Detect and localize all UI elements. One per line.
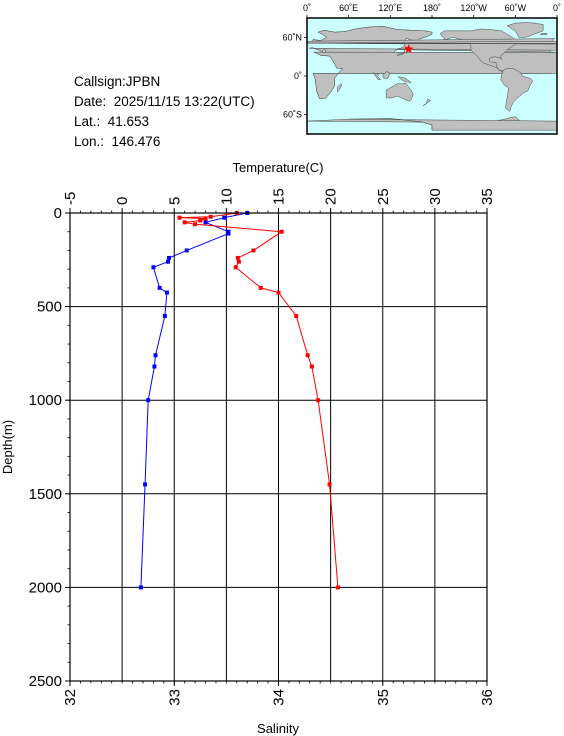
salinity-data-point xyxy=(236,259,241,264)
salinity-data-point xyxy=(258,285,263,290)
landmass-iceland xyxy=(539,33,548,36)
salinity-data-point xyxy=(233,265,238,270)
salinity-data-point xyxy=(276,290,281,295)
salinity-tick-label: 32 xyxy=(62,689,79,706)
temperature-data-point xyxy=(162,313,167,318)
salinity-tick-label: 36 xyxy=(479,689,496,706)
temperature-tick-label: 5 xyxy=(166,197,183,205)
map-longitude-label: 0˚ xyxy=(553,3,561,13)
landmass-sumatra xyxy=(372,72,382,81)
temperature-data-point xyxy=(167,255,172,260)
salinity-data-point xyxy=(235,255,240,260)
temperature-data-point xyxy=(157,285,162,290)
depth-tick-label: 2500 xyxy=(29,673,62,690)
temperature-data-point xyxy=(184,248,189,253)
depth-tick-label: 1500 xyxy=(29,486,62,503)
depth-tick-label: 1000 xyxy=(29,392,62,409)
salinity-axis-label: Salinity xyxy=(257,721,299,736)
landmass-new-guinea xyxy=(397,76,413,83)
salinity-data-point xyxy=(251,248,256,253)
salinity-data-point xyxy=(327,482,332,487)
landmass-japan xyxy=(396,46,409,57)
depth-tick-label: 500 xyxy=(37,299,62,316)
chart-grid xyxy=(70,213,487,681)
map-longitude-label: 180˚ xyxy=(423,3,441,13)
salinity-data-point xyxy=(182,220,187,225)
map-latitude-label: 60˚S xyxy=(283,110,302,120)
temperature-data-point xyxy=(226,231,231,236)
temperature-tick-label: 20 xyxy=(323,188,340,205)
landmass-australia xyxy=(385,82,414,102)
landmass-antarctica xyxy=(348,118,557,131)
callsign-text: Callsign:JPBN xyxy=(74,74,161,89)
salinity-data-point xyxy=(294,313,299,318)
temperature-tick-label: 15 xyxy=(271,188,288,205)
temperature-tick-label: 0 xyxy=(114,197,131,205)
salinity-data-point xyxy=(193,222,198,227)
date-text: Date: 2025/11/15 13:22(UTC) xyxy=(74,94,255,109)
salinity-data-point xyxy=(203,216,208,221)
station-info: Callsign:JPBN Date: 2025/11/15 13:22(UTC… xyxy=(74,72,255,152)
temperature-data-point xyxy=(151,265,156,270)
temperature-tick-label: 10 xyxy=(218,188,235,205)
temperature-data-point xyxy=(203,220,208,225)
salinity-data-point xyxy=(309,364,314,369)
landmass-south-america xyxy=(500,68,534,112)
temperature-tick-label: 30 xyxy=(427,188,444,205)
station-marker-icon xyxy=(403,44,414,54)
depth-axis-label: Depth(m) xyxy=(0,420,15,474)
temperature-tick-label: 35 xyxy=(479,188,496,205)
landmass-madagascar xyxy=(337,83,342,93)
salinity-data-point xyxy=(305,353,310,358)
temperature-data-point xyxy=(164,290,169,295)
map-longitude-label: 120˚E xyxy=(378,3,402,13)
salinity-data-point xyxy=(177,215,182,220)
temperature-data-point xyxy=(143,482,148,487)
chart-series xyxy=(138,211,340,590)
salinity-data-point xyxy=(198,218,203,223)
depth-tick-label: 0 xyxy=(54,205,62,222)
temperature-tick-label: -5 xyxy=(62,192,79,205)
map-longitude-label: 60˚W xyxy=(505,3,527,13)
salinity-tick-label: 35 xyxy=(375,689,392,706)
landmass-uk xyxy=(307,40,557,44)
landmass-borneo xyxy=(382,71,390,79)
salinity-data-point xyxy=(316,398,321,403)
map-longitude-label: 120˚W xyxy=(460,3,487,13)
map-latitude-label: 60˚N xyxy=(282,32,302,42)
temperature-data-point xyxy=(222,215,227,220)
landmass-new-zealand xyxy=(422,98,432,106)
salinity-tick-label: 34 xyxy=(271,689,288,706)
map-longitude-label: 60˚E xyxy=(339,3,358,13)
temperature-tick-label: 25 xyxy=(375,188,392,205)
temperature-data-point xyxy=(152,364,157,369)
temperature-axis-label: Temperature(C) xyxy=(232,160,323,175)
salinity-tick-label: 33 xyxy=(166,689,183,706)
temperature-data-point xyxy=(153,353,158,358)
salinity-data-point xyxy=(279,229,284,234)
landmass-greenland xyxy=(506,22,544,38)
salinity-data-point xyxy=(208,214,213,219)
map-latitude-label: 0˚ xyxy=(294,71,302,81)
temperature-data-point xyxy=(165,259,170,264)
temperature-data-point xyxy=(138,585,143,590)
temperature-data-point xyxy=(146,398,151,403)
depth-tick-label: 2000 xyxy=(29,579,62,596)
map-longitude-label: 0˚ xyxy=(303,3,311,13)
longitude-text: Lon.: 146.476 xyxy=(74,134,161,149)
latitude-text: Lat.: 41.653 xyxy=(74,114,150,129)
salinity-data-point xyxy=(335,585,340,590)
